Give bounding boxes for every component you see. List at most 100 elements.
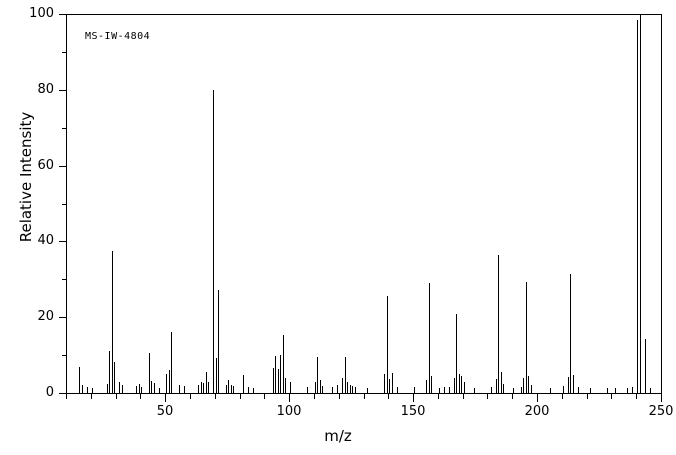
spectrum-peak xyxy=(431,375,432,393)
x-tick-minor xyxy=(636,394,637,399)
spectrum-peak xyxy=(226,384,227,393)
x-tick-minor xyxy=(314,394,315,399)
spectrum-peak xyxy=(208,382,209,393)
spectrum-peak xyxy=(233,386,234,393)
spectrum-peak xyxy=(231,385,232,393)
spectrum-peak xyxy=(503,383,504,393)
spectrum-peak xyxy=(526,282,527,393)
spectrum-peak xyxy=(332,386,333,393)
x-tick-minor xyxy=(611,394,612,399)
spectrum-peak xyxy=(439,387,440,393)
spectrum-peak xyxy=(355,387,356,393)
y-tick-label: 40 xyxy=(37,233,54,249)
spectrum-peak xyxy=(171,331,172,393)
x-tick-label: 50 xyxy=(156,404,174,419)
spectrum-peak xyxy=(444,387,445,393)
spectrum-peak xyxy=(278,369,279,393)
x-tick-major xyxy=(165,394,166,402)
x-tick-minor xyxy=(240,394,241,399)
spectrum-peak xyxy=(632,386,633,393)
spectrum-peak xyxy=(136,386,137,393)
spectrum-peak xyxy=(429,283,430,393)
spectrum-peak xyxy=(461,375,462,393)
x-tick-minor xyxy=(264,394,265,399)
spectrum-peak xyxy=(563,386,564,393)
spectrum-peak xyxy=(151,380,152,393)
spectrum-peak xyxy=(645,339,646,393)
x-tick-minor xyxy=(91,394,92,399)
y-tick-label: 100 xyxy=(29,6,54,21)
spectrum-peak xyxy=(92,388,93,393)
spectrum-peak xyxy=(317,357,318,393)
x-tick-minor xyxy=(512,394,513,399)
spectrum-peak xyxy=(283,334,284,393)
spectrum-peak xyxy=(275,356,276,393)
spectrum-peak xyxy=(345,357,346,393)
spectrum-peak xyxy=(523,377,524,393)
spectrum-peak xyxy=(573,374,574,393)
spectrum-peak xyxy=(397,386,398,393)
spectrum-peak xyxy=(342,377,343,393)
spectrum-peak xyxy=(521,386,522,393)
spectrum-peak xyxy=(112,250,113,393)
spectrum-peak xyxy=(114,361,115,393)
x-tick-minor xyxy=(364,394,365,399)
spectrum-peak xyxy=(474,388,475,393)
x-tick-minor xyxy=(587,394,588,399)
spectrum-peak xyxy=(213,89,214,393)
x-tick-major xyxy=(413,394,414,402)
spectrum-peak xyxy=(387,295,388,393)
spectrum-peak xyxy=(501,372,502,393)
spectrum-peak xyxy=(179,384,180,393)
x-tick-minor xyxy=(339,394,340,399)
spectrum-peak xyxy=(389,378,390,393)
spectrum-peak xyxy=(459,374,460,393)
spectrum-peak xyxy=(107,383,108,393)
y-tick-major xyxy=(59,165,66,167)
spectrum-peak xyxy=(169,370,170,393)
y-tick-minor xyxy=(62,51,66,53)
spectrum-peak xyxy=(203,383,204,393)
spectrum-peak xyxy=(650,387,651,393)
y-tick-major xyxy=(59,14,66,15)
spectrum-peak xyxy=(253,387,254,393)
x-tick-minor xyxy=(463,394,464,399)
spectrum-peak xyxy=(216,358,217,393)
spectrum-peak xyxy=(166,374,167,393)
y-tick-minor xyxy=(62,279,66,281)
spectrum-peak xyxy=(315,381,316,393)
x-tick-minor xyxy=(140,394,141,399)
spectrum-peak xyxy=(384,374,385,393)
spectrum-peak xyxy=(243,374,244,393)
spectrum-peak xyxy=(337,384,338,393)
spectrum-peak xyxy=(218,289,219,393)
x-tick-label: 250 xyxy=(648,404,674,419)
spectrum-peak xyxy=(414,387,415,393)
y-tick-label: 80 xyxy=(37,81,54,97)
spectrum-peak xyxy=(496,378,497,393)
spectrum-peak xyxy=(320,379,321,393)
x-tick-minor xyxy=(215,394,216,399)
spectrum-peak xyxy=(347,381,348,393)
spectrum-peak xyxy=(139,383,140,393)
spectrum-peak xyxy=(449,386,450,393)
spectrum-peak xyxy=(454,377,455,393)
spectrum-peak xyxy=(352,386,353,393)
x-tick-major xyxy=(289,394,290,402)
spectrum-peak xyxy=(322,386,323,393)
spectrum-peak xyxy=(248,387,249,393)
spectrum-peak xyxy=(550,388,551,393)
x-tick-minor xyxy=(388,394,389,399)
spectrum-peak xyxy=(198,385,199,393)
spectrum-peak xyxy=(513,387,514,393)
spectrum-peak xyxy=(627,388,628,393)
y-tick-label: 20 xyxy=(37,309,54,325)
x-tick-label: 200 xyxy=(524,404,550,419)
spectrum-plot-area xyxy=(67,14,661,393)
spectrum-peak xyxy=(568,377,569,393)
spectrum-peak xyxy=(392,373,393,393)
spectrum-peak xyxy=(82,385,83,393)
spectrum-peak xyxy=(570,274,571,393)
spectrum-peak xyxy=(149,353,150,393)
spectrum-peak xyxy=(491,387,492,393)
